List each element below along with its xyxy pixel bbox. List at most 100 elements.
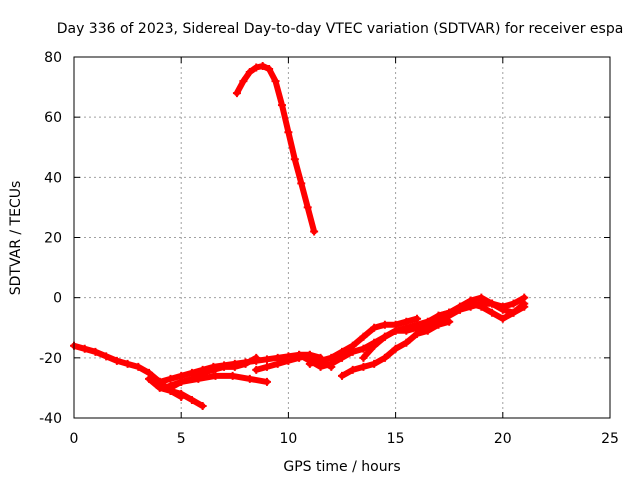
data-point: [380, 320, 389, 329]
data-point: [123, 359, 132, 368]
data-point: [413, 314, 422, 323]
data-point: [327, 353, 336, 362]
data-point: [220, 362, 229, 371]
data-point: [232, 89, 241, 98]
y-tick-label: 60: [44, 110, 62, 126]
data-point: [359, 362, 368, 371]
data-point: [423, 323, 432, 332]
data-point: [209, 365, 218, 374]
data-point: [145, 374, 154, 383]
data-point: [252, 365, 261, 374]
x-tick-label: 25: [601, 431, 619, 447]
data-point: [277, 101, 286, 110]
data-point: [284, 356, 293, 365]
data-point: [166, 374, 175, 383]
data-point: [258, 62, 267, 71]
gridlines: [74, 57, 610, 418]
data-point: [262, 362, 271, 371]
data-point: [177, 377, 186, 386]
data-point: [359, 332, 368, 341]
data-point: [155, 377, 164, 386]
data-point: [348, 341, 357, 350]
data-point: [187, 395, 196, 404]
data-point: [262, 377, 271, 386]
data-point: [348, 365, 357, 374]
data-point: [211, 371, 220, 380]
series-trace-11: [434, 293, 529, 320]
data-point: [391, 326, 400, 335]
series-high-arc: [232, 62, 319, 236]
data-point: [245, 68, 254, 77]
axis-ticks: 0 5 10 15 20 25 -40 -20 0 20 40 60 80: [39, 50, 619, 447]
data-layer: [70, 62, 529, 410]
data-point: [520, 302, 529, 311]
data-point: [380, 332, 389, 341]
data-point: [166, 383, 175, 392]
data-point: [303, 203, 312, 212]
data-point: [297, 179, 306, 188]
data-point: [477, 302, 486, 311]
data-point: [445, 308, 454, 317]
data-point: [359, 344, 368, 353]
data-point: [262, 355, 271, 364]
series-trace-12: [252, 350, 336, 374]
data-point: [338, 347, 346, 356]
data-point: [338, 371, 346, 380]
data-point: [102, 352, 111, 361]
data-point: [305, 350, 314, 359]
data-point: [498, 305, 507, 314]
x-tick-label: 15: [387, 431, 405, 447]
x-axis-label: GPS time / hours: [283, 459, 400, 475]
data-point: [273, 359, 282, 368]
y-tick-label: -20: [39, 351, 62, 367]
data-point: [80, 344, 89, 353]
data-point: [498, 314, 507, 323]
series-trace-5: [166, 353, 261, 392]
data-point: [391, 344, 400, 353]
y-tick-label: 0: [53, 291, 62, 307]
x-tick-label: 0: [70, 431, 79, 447]
data-point: [239, 77, 248, 86]
data-point: [434, 311, 443, 320]
data-point: [295, 353, 304, 362]
data-point: [134, 362, 143, 371]
data-point: [370, 341, 379, 350]
y-tick-label: 20: [44, 231, 62, 247]
data-point: [91, 347, 100, 356]
data-point: [370, 359, 379, 368]
x-tick-label: 5: [177, 431, 186, 447]
data-point: [370, 323, 379, 332]
x-tick-label: 20: [494, 431, 512, 447]
data-point: [310, 227, 319, 236]
data-point: [305, 359, 314, 368]
data-point: [187, 374, 196, 383]
data-point: [271, 77, 280, 86]
data-point: [241, 359, 250, 368]
data-point: [198, 401, 207, 410]
data-point: [402, 338, 411, 347]
data-point: [509, 299, 518, 308]
data-point: [466, 296, 475, 305]
data-point: [327, 362, 336, 371]
y-tick-label: 80: [44, 50, 62, 66]
data-point: [252, 353, 261, 362]
data-point: [488, 299, 497, 308]
data-point: [245, 374, 254, 383]
y-axis-label: SDTVAR / TECUs: [8, 181, 24, 296]
data-point: [380, 353, 389, 362]
data-point: [477, 293, 486, 302]
data-point: [413, 329, 422, 338]
data-point: [228, 371, 237, 380]
data-point: [230, 362, 239, 371]
data-point: [402, 326, 411, 335]
y-tick-label: 40: [44, 170, 62, 186]
data-point: [359, 353, 368, 362]
data-point: [177, 389, 186, 398]
data-point: [402, 317, 411, 326]
data-point: [265, 65, 274, 74]
data-point: [509, 308, 518, 317]
data-point: [290, 155, 299, 164]
data-point: [488, 308, 497, 317]
data-point: [284, 128, 293, 137]
